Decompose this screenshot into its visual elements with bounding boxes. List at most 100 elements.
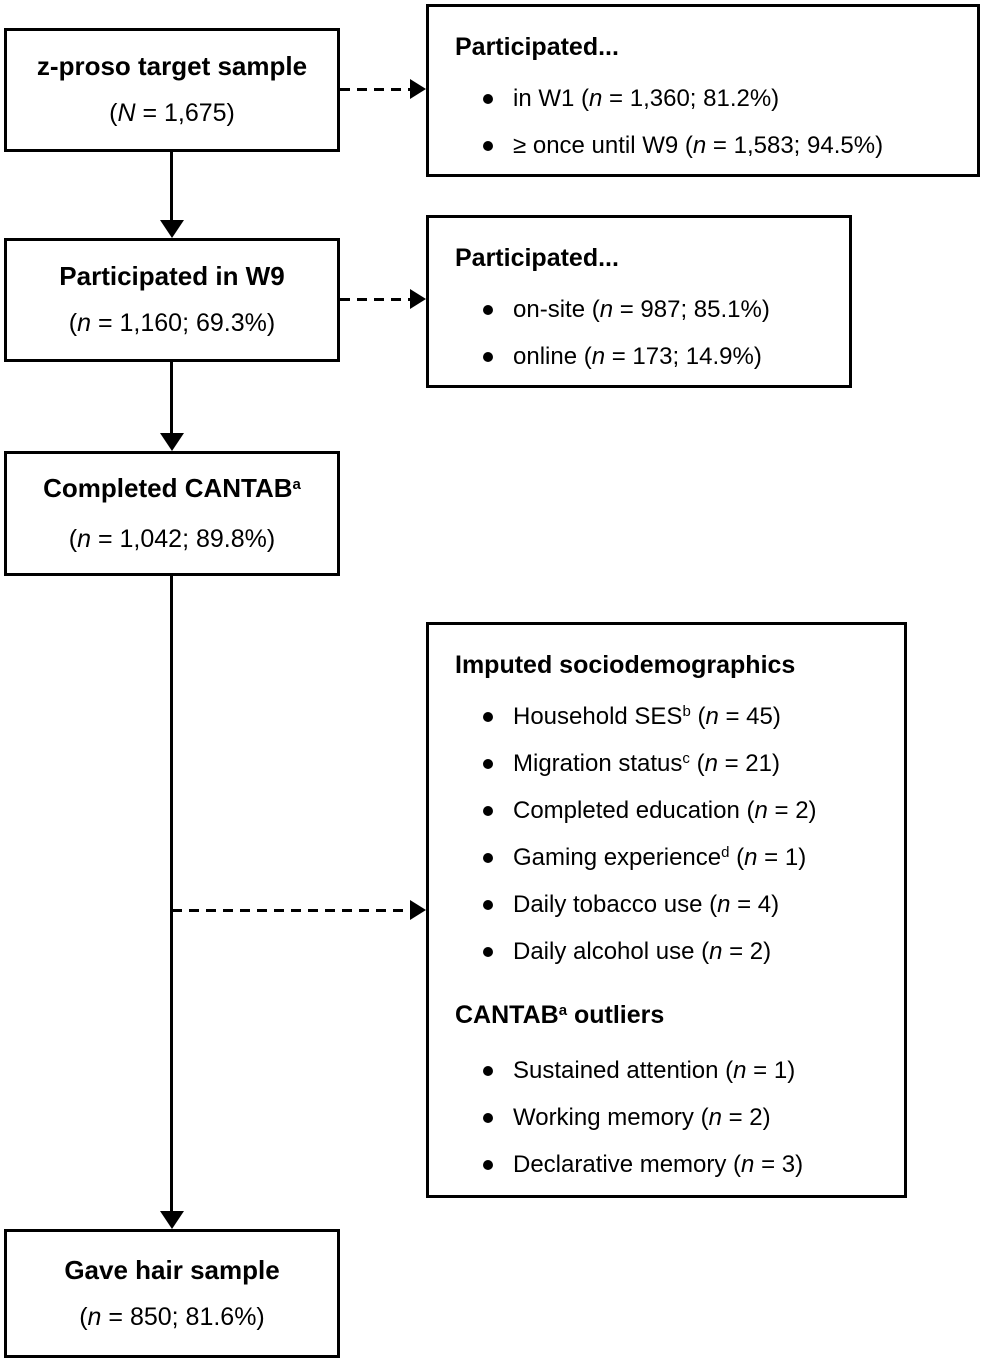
section-heading: Imputed sociodemographics [455,645,904,685]
dashed-arrow-target-to-detail-line [340,88,410,91]
text-segment: b [682,702,691,720]
flow-box-target-sample: z-proso target sample (N = 1,675) [4,28,340,152]
text-segment: = 1) [746,1056,796,1084]
bullet-list: Sustained attention (n = 1) Working memor… [429,1047,904,1188]
side-box-imputations-and-outliers: Imputed sociodemographics Household SESb … [426,622,907,1198]
text-segment: on-site ( [513,295,600,323]
text-segment: = 1,160; 69.3%) [91,309,276,337]
side-box-participation-history: Participated... in W1 (n = 1,360; 81.2%)… [426,4,980,177]
text-segment: ( [690,702,706,730]
text-segment: n [705,702,719,730]
text-segment: n [754,796,768,824]
text-segment: = 2) [767,796,817,824]
bullet-item: online (n = 173; 14.9%) [429,333,849,380]
text-segment: Participated in W9 [59,261,285,291]
bullet-item: Household SESb (n = 45) [429,693,904,740]
bullet-list: on-site (n = 987; 85.1%) online (n = 173;… [429,286,849,380]
text-segment: ( [689,749,705,777]
text-segment: = 2) [721,1103,771,1131]
box-title: Participated in W9 [59,258,284,295]
bullet-item: Completed education (n = 2) [429,787,904,834]
bullet-icon [483,304,493,315]
bullet-text: on-site (n = 987; 85.1%) [513,296,770,324]
text-segment: Gaming experience [513,843,722,871]
bullet-text: Daily alcohol use (n = 2) [513,938,771,966]
bullet-item: ≥ once until W9 (n = 1,583; 94.5%) [429,122,977,169]
text-segment: c [682,749,690,767]
bullet-text: Household SESb (n = 45) [513,703,781,731]
arrowhead-down-icon [160,433,184,451]
text-segment: Completed CANTAB [43,472,293,503]
text-segment: = 1,675) [135,99,235,127]
bullet-list: in W1 (n = 1,360; 81.2%) ≥ once until W9 … [429,75,977,169]
text-segment: a [292,475,301,493]
bullet-item: Daily tobacco use (n = 4) [429,881,904,928]
text-segment: = 987; 85.1%) [613,295,770,323]
bullet-icon [483,93,493,104]
text-segment: ≥ once until W9 ( [513,131,693,159]
box-subtitle: (n = 1,042; 89.8%) [69,521,275,558]
text-segment: z-proso target sample [36,51,308,81]
bullet-icon [483,758,493,769]
bullet-item: Working memory (n = 2) [429,1094,904,1141]
arrowhead-down-icon [160,220,184,238]
bullet-icon [483,805,493,816]
section-heading: CANTABa outliers [455,995,904,1039]
flow-box-participated-w9: Participated in W9 (n = 1,160; 69.3%) [4,238,340,362]
text-segment: n [692,131,707,159]
text-segment: n [717,890,731,918]
box-title: Gave hair sample [64,1252,279,1289]
bullet-text: Migration statusc (n = 21) [513,750,780,778]
text-segment: n [704,749,718,777]
box-subtitle: (n = 1,160; 69.3%) [69,305,275,342]
text-segment: Declarative memory ( [513,1150,742,1178]
text-segment: = 3) [754,1150,804,1178]
text-segment: n [709,937,723,965]
text-segment: Participated... [455,33,619,61]
bullet-text: Working memory (n = 2) [513,1104,771,1132]
arrowhead-right-icon [410,900,426,920]
box-subtitle: (N = 1,675) [109,95,235,132]
text-segment: Daily tobacco use ( [513,890,718,918]
bullet-icon [483,711,493,722]
text-segment: = 1,042; 89.8%) [91,524,276,553]
text-segment: = 1,583; 94.5%) [706,131,884,159]
text-segment: n [741,1150,755,1178]
text-segment: Gave hair sample [64,1254,280,1285]
bullet-icon [483,1159,493,1170]
text-segment: ( [109,99,118,127]
bullet-text: Gaming experienced (n = 1) [513,844,806,872]
arrowhead-down-icon [160,1211,184,1229]
text-segment: N [117,99,136,127]
text-segment: n [733,1056,747,1084]
bullet-item: Gaming experienced (n = 1) [429,834,904,881]
text-segment: outliers [567,1001,665,1029]
bullet-item: Migration statusc (n = 21) [429,740,904,787]
bullet-item: Daily alcohol use (n = 2) [429,928,904,975]
bullet-text: ≥ once until W9 (n = 1,583; 94.5%) [513,132,883,160]
text-segment: = 850; 81.6%) [101,1302,265,1331]
bullet-icon [483,140,493,151]
bullet-icon [483,946,493,957]
text-segment: n [708,1103,722,1131]
bullet-text: Declarative memory (n = 3) [513,1151,803,1179]
text-segment: ( [729,843,745,871]
text-segment: = 173; 14.9%) [605,342,762,370]
bullet-item: Sustained attention (n = 1) [429,1047,904,1094]
text-segment: in W1 ( [513,84,590,112]
arrowhead-right-icon [410,289,426,309]
text-segment: = 21) [717,749,780,777]
text-segment: Sustained attention ( [513,1056,734,1084]
text-segment: n [589,84,603,112]
bullet-icon [483,351,493,362]
arrowhead-right-icon [410,79,426,99]
text-segment: n [591,342,606,370]
side-box-heading: Participated... [455,27,977,67]
text-segment: ( [68,309,78,337]
text-segment: Completed education ( [513,796,755,824]
bullet-item: Declarative memory (n = 3) [429,1141,904,1188]
text-segment: n [77,524,92,553]
text-segment: = 1) [757,843,807,871]
text-segment: online ( [513,342,592,370]
text-segment: Participated... [455,244,619,272]
